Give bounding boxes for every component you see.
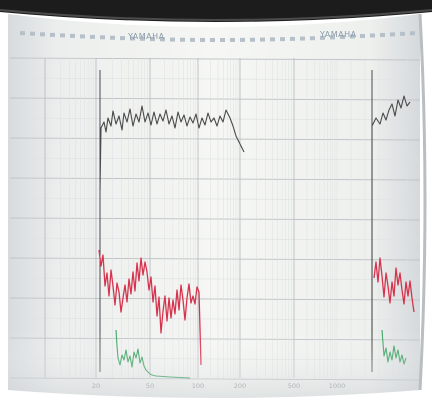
sprocket-hole [250, 37, 255, 42]
grid-line-horizontal [9, 217, 420, 221]
sprocket-hole [50, 32, 55, 37]
grid-line-horizontal [9, 177, 420, 181]
sprocket-hole [170, 37, 175, 42]
paper-roll-rim [0, 0, 432, 22]
grid-line-horizontal [9, 317, 420, 321]
sprocket-hole [130, 36, 135, 41]
sprocket-hole [40, 32, 45, 37]
grid-line-horizontal [9, 257, 420, 261]
brand-right: YAMAHA [319, 30, 357, 39]
grid-line-horizontal [9, 97, 420, 101]
sprocket-hole [400, 31, 405, 36]
sprocket-hole [260, 37, 265, 42]
paper-curl-right [418, 13, 427, 391]
sprocket-hole [350, 34, 355, 39]
sprocket-hole [370, 33, 375, 38]
red-trace-right [373, 257, 415, 313]
sprocket-hole [70, 33, 75, 38]
sprocket-hole [110, 35, 115, 40]
sprocket-hole [160, 37, 165, 42]
sprocket-hole [320, 35, 325, 40]
sprocket-hole [120, 36, 125, 41]
sprocket-hole [190, 37, 195, 42]
grid-line-horizontal [9, 117, 420, 121]
sprocket-hole [330, 35, 335, 40]
sprocket-hole [60, 33, 65, 38]
red-trace-left [98, 249, 202, 366]
sprocket-hole [100, 35, 105, 40]
sprocket-hole [140, 36, 145, 41]
sprocket-hole [410, 31, 415, 36]
grid-line-horizontal [9, 297, 420, 301]
sprocket-hole [340, 34, 345, 39]
paper-sheet [8, 14, 420, 398]
paper-roll-rim-edge [0, 9, 432, 21]
sprocket-hole [310, 36, 315, 41]
sprocket-hole [210, 37, 215, 42]
bottom-shade [8, 330, 420, 398]
grid-line-horizontal [9, 157, 420, 161]
sprocket-hole [200, 37, 205, 42]
sprocket-hole [230, 37, 235, 42]
sprocket-hole [300, 36, 305, 41]
sprocket-hole [30, 31, 35, 36]
sprocket-hole [390, 32, 395, 37]
sprocket-hole [20, 31, 25, 36]
black-trace-left [99, 105, 245, 191]
sprocket-hole [280, 37, 285, 42]
sprocket-hole [380, 32, 385, 37]
sprocket-hole [150, 37, 155, 42]
black-trace-right [371, 95, 411, 360]
sprocket-hole [270, 37, 275, 42]
grid-line-horizontal [9, 197, 420, 201]
sprocket-hole [90, 34, 95, 39]
sprocket-hole-strip [20, 31, 415, 42]
sprocket-hole [240, 37, 245, 42]
grid-line-horizontal [9, 237, 420, 241]
grid-line-horizontal [9, 57, 420, 61]
sprocket-hole [290, 36, 295, 41]
sprocket-hole [220, 37, 225, 42]
sprocket-hole [360, 34, 365, 38]
grid-line-horizontal [9, 77, 420, 81]
brand-left: YAMAHA [127, 32, 165, 41]
sprocket-hole [180, 37, 185, 42]
grid-line-horizontal [9, 137, 420, 141]
sprocket-hole [80, 34, 85, 39]
grid-line-horizontal [9, 277, 420, 281]
